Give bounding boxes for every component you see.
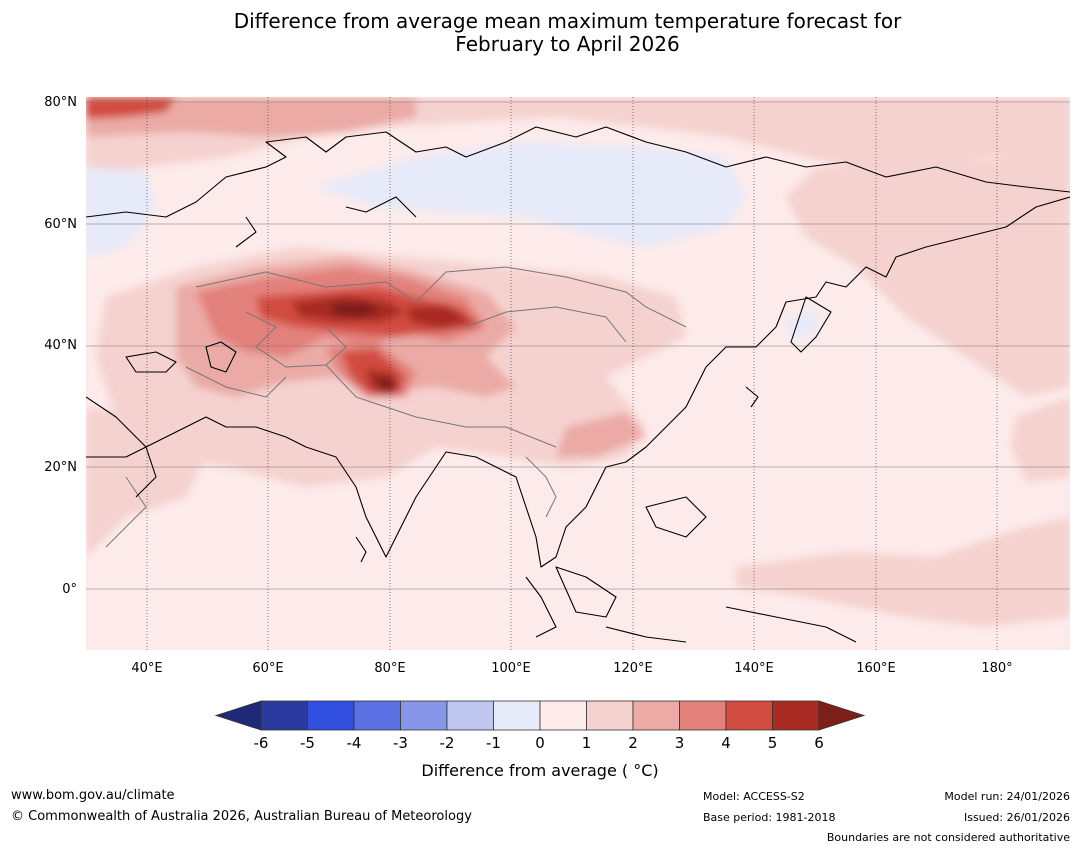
- anomaly-area-plus1-eastsib: [786, 157, 1070, 397]
- colorbar-tick: 0: [535, 734, 545, 752]
- colorbar-tick: 6: [814, 734, 824, 752]
- boundary-east-africa: [105, 476, 147, 548]
- anomaly-area-minus1-japan: [786, 307, 821, 342]
- anomaly-area-minus1-west: [86, 167, 156, 257]
- colorbar-tick: 1: [581, 734, 592, 752]
- boundary-central-asia: [245, 311, 347, 368]
- anomaly-area-plus6-tibet: [376, 377, 394, 391]
- map-canvas: [86, 97, 1070, 650]
- colorbar-tick: 5: [767, 734, 778, 752]
- anomaly-area-plus4-arctic: [86, 97, 176, 119]
- colorbar-swatch-plus5: [772, 700, 820, 731]
- colorbar-swatch-plus0: [539, 700, 587, 731]
- coastline-red-sea: [86, 396, 157, 498]
- coastline-sumatra: [525, 576, 557, 638]
- colorbar-swatch-minus1: [493, 700, 541, 731]
- lat-label-20n: 20°N: [44, 460, 77, 475]
- colorbar-tick: -4: [346, 734, 362, 752]
- colorbar-extend-low: [214, 700, 262, 731]
- coastline-philippines: [645, 496, 707, 538]
- colorbar-swatch-plus3: [679, 700, 727, 731]
- coastline-borneo: [555, 566, 617, 618]
- colorbar-tick: -2: [439, 734, 455, 752]
- colorbar-tick: 2: [628, 734, 638, 752]
- coastline-black-sea: [125, 351, 177, 373]
- anomaly-area-plus1-pacific: [736, 517, 1070, 627]
- colorbar-tick: -5: [300, 734, 315, 752]
- model-name: Model: ACCESS-S2: [703, 790, 805, 803]
- boundaries-disclaimer: Boundaries are not considered authoritat…: [826, 831, 1070, 844]
- colorbar-swatch-minus3: [400, 700, 448, 731]
- map-title: Difference from average mean maximum tem…: [0, 10, 1081, 56]
- coastline-caspian-sea: [205, 341, 237, 373]
- colorbar-swatch-minus5: [307, 700, 355, 731]
- lat-label-80n: 80°N: [44, 95, 77, 110]
- coastline-new-guinea: [725, 606, 857, 643]
- boundary-mongolia-china: [465, 306, 627, 343]
- colorbar-swatch-minus6: [260, 700, 308, 731]
- model-run-date: Model run: 24/01/2026: [944, 790, 1070, 803]
- lat-label-40n: 40°N: [44, 338, 77, 353]
- lat-label-60n: 60°N: [44, 217, 77, 232]
- lon-label-140e: 140°E: [734, 661, 774, 676]
- coastline-asia-mainland: [86, 196, 1070, 568]
- colorbar: [214, 700, 866, 731]
- colorbar-tick: 4: [721, 734, 731, 752]
- copyright-text: © Commonwealth of Australia 2026, Austra…: [11, 809, 472, 824]
- coastline-taiwan: [745, 386, 759, 408]
- colorbar-tick: 3: [674, 734, 685, 752]
- base-period: Base period: 1981-2018: [703, 811, 836, 824]
- boundary-se-asia: [525, 456, 557, 518]
- forecast-map: [86, 97, 1070, 650]
- lon-label-180: 180°: [981, 661, 1013, 676]
- colorbar-swatch-plus1: [586, 700, 634, 731]
- coastline-java: [605, 626, 687, 643]
- title-line-2: February to April 2026: [455, 32, 680, 56]
- colorbar-extend-high: [818, 700, 866, 731]
- lon-label-80e: 80°E: [374, 661, 406, 676]
- lat-label-0: 0°: [62, 582, 77, 597]
- colorbar-tick: -1: [486, 734, 501, 752]
- boundary-kazakhstan-russia-mongolia: [195, 266, 687, 328]
- anomaly-area-plus2-china: [556, 412, 646, 457]
- colorbar-tick: -3: [393, 734, 408, 752]
- lon-label-100e: 100°E: [491, 661, 531, 676]
- title-line-1: Difference from average mean maximum tem…: [233, 9, 902, 33]
- colorbar-tick: -6: [253, 734, 269, 752]
- coastline-japan: [790, 296, 832, 353]
- issued-date: Issued: 26/01/2026: [963, 811, 1070, 824]
- colorbar-swatch-minus2: [446, 700, 494, 731]
- colorbar-swatch-minus4: [353, 700, 401, 731]
- colorbar-swatch-plus2: [632, 700, 680, 731]
- coastline-arctic: [86, 126, 1070, 218]
- website-link[interactable]: www.bom.gov.au/climate: [11, 788, 175, 803]
- coastlines: [86, 126, 1070, 643]
- boundary-iran: [185, 366, 287, 398]
- country-boundaries: [105, 266, 687, 548]
- anomaly-area-plus1-arabia: [86, 407, 206, 557]
- anomaly-area-minus1-siberia: [316, 142, 746, 247]
- colorbar-swatch-plus4: [725, 700, 773, 731]
- lon-label-160e: 160°E: [856, 661, 896, 676]
- anomaly-area-plus1-westpac: [1011, 397, 1070, 482]
- colorbar-label: Difference from average ( °C): [421, 761, 659, 780]
- coastline-ural-bay: [235, 216, 257, 248]
- anomaly-area-plus6: [331, 302, 381, 317]
- coastline-sri-lanka: [355, 536, 367, 563]
- lon-label-120e: 120°E: [613, 661, 653, 676]
- boundary-china-south: [325, 364, 557, 448]
- lon-label-40e: 40°E: [131, 661, 163, 676]
- anomaly-area-plus5-east: [406, 305, 471, 329]
- graticule: [86, 97, 1070, 650]
- lon-label-60e: 60°E: [252, 661, 284, 676]
- coastline-ob-gulf: [345, 196, 417, 218]
